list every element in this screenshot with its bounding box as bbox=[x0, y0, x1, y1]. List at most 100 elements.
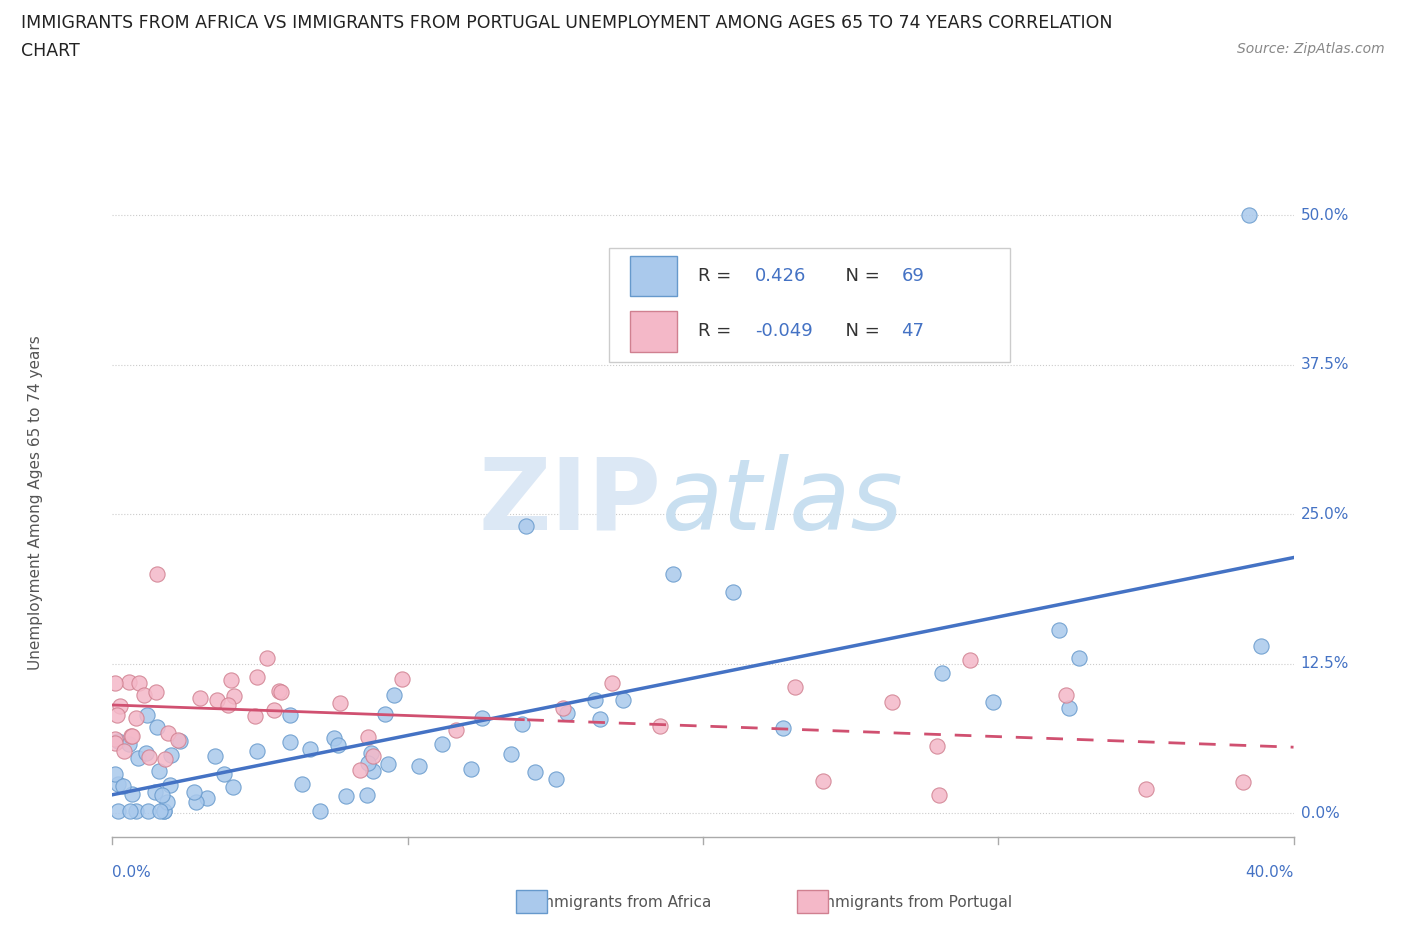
Point bbox=[589, 711, 612, 726]
Text: 50.0%: 50.0% bbox=[1301, 207, 1348, 222]
Point bbox=[263, 702, 285, 717]
Point bbox=[150, 787, 173, 802]
Point bbox=[377, 756, 399, 771]
Point bbox=[391, 671, 413, 686]
Point bbox=[408, 759, 430, 774]
Point bbox=[121, 786, 143, 801]
Text: 0.0%: 0.0% bbox=[1301, 805, 1340, 820]
Text: 0.0%: 0.0% bbox=[112, 865, 152, 880]
Point bbox=[981, 695, 1004, 710]
Point bbox=[224, 688, 246, 703]
Point bbox=[322, 730, 344, 745]
Point bbox=[149, 804, 172, 818]
Text: ZIP: ZIP bbox=[479, 454, 662, 551]
Point bbox=[600, 676, 623, 691]
Point bbox=[221, 779, 243, 794]
Point bbox=[1049, 623, 1071, 638]
Point bbox=[104, 767, 127, 782]
Text: N =: N = bbox=[834, 323, 886, 340]
Point bbox=[143, 784, 166, 799]
Point bbox=[195, 790, 218, 805]
Point bbox=[278, 735, 301, 750]
Point bbox=[128, 675, 150, 690]
Text: 47: 47 bbox=[901, 323, 924, 340]
Point bbox=[104, 675, 127, 690]
Point bbox=[135, 745, 157, 760]
Point bbox=[105, 708, 128, 723]
Point bbox=[1232, 775, 1254, 790]
Point bbox=[127, 751, 149, 765]
Point bbox=[374, 706, 396, 721]
Text: atlas: atlas bbox=[662, 454, 903, 551]
Point bbox=[124, 804, 146, 818]
Point bbox=[157, 725, 180, 740]
Point bbox=[299, 741, 322, 756]
Point bbox=[104, 736, 127, 751]
Point bbox=[278, 708, 301, 723]
Point bbox=[357, 729, 380, 744]
Point bbox=[153, 804, 176, 818]
Point bbox=[107, 777, 129, 791]
Point bbox=[349, 763, 371, 777]
Point bbox=[471, 711, 494, 725]
Point bbox=[125, 711, 148, 725]
Point bbox=[270, 684, 292, 699]
Text: 37.5%: 37.5% bbox=[1301, 357, 1348, 372]
Text: 12.5%: 12.5% bbox=[1301, 657, 1348, 671]
Point bbox=[356, 788, 378, 803]
Point bbox=[772, 720, 794, 735]
Bar bbox=[630, 256, 678, 296]
Point bbox=[1239, 207, 1261, 222]
Point bbox=[120, 804, 142, 818]
Point bbox=[931, 665, 953, 680]
Point bbox=[156, 794, 179, 809]
Point bbox=[107, 734, 129, 749]
Point bbox=[291, 777, 314, 791]
Point bbox=[159, 777, 181, 792]
Point bbox=[169, 733, 191, 748]
Point bbox=[167, 733, 190, 748]
Text: Immigrants from Portugal: Immigrants from Portugal bbox=[801, 895, 1012, 910]
Point bbox=[444, 723, 467, 737]
Point bbox=[510, 717, 533, 732]
Point bbox=[1250, 638, 1272, 653]
Point bbox=[120, 728, 142, 743]
Point bbox=[183, 785, 205, 800]
Point bbox=[557, 705, 579, 720]
Point bbox=[217, 698, 239, 712]
Point bbox=[135, 708, 157, 723]
Point bbox=[256, 650, 278, 665]
Point bbox=[160, 748, 183, 763]
Point bbox=[1135, 782, 1157, 797]
Point bbox=[361, 764, 384, 778]
Point bbox=[145, 684, 167, 699]
Point bbox=[648, 718, 671, 733]
Point bbox=[546, 771, 568, 786]
Point bbox=[360, 745, 382, 760]
Bar bbox=[630, 312, 678, 352]
Point bbox=[136, 804, 159, 818]
Point bbox=[153, 751, 176, 766]
Text: N =: N = bbox=[834, 267, 886, 285]
Point bbox=[246, 743, 269, 758]
Point bbox=[783, 680, 806, 695]
Text: 0.426: 0.426 bbox=[755, 267, 806, 285]
Point bbox=[612, 693, 634, 708]
Point bbox=[501, 746, 523, 761]
Point bbox=[204, 749, 226, 764]
Point bbox=[882, 695, 904, 710]
Point bbox=[112, 744, 135, 759]
Point bbox=[1067, 650, 1090, 665]
Text: CHART: CHART bbox=[21, 42, 80, 60]
Text: 40.0%: 40.0% bbox=[1246, 865, 1294, 880]
Text: R =: R = bbox=[699, 323, 737, 340]
Point bbox=[328, 737, 350, 752]
Point bbox=[329, 696, 352, 711]
Point bbox=[662, 566, 685, 581]
Point bbox=[118, 675, 141, 690]
Point bbox=[121, 729, 143, 744]
Point bbox=[356, 756, 378, 771]
FancyBboxPatch shape bbox=[609, 247, 1010, 362]
Text: Immigrants from Africa: Immigrants from Africa bbox=[520, 895, 711, 910]
Point bbox=[134, 687, 156, 702]
